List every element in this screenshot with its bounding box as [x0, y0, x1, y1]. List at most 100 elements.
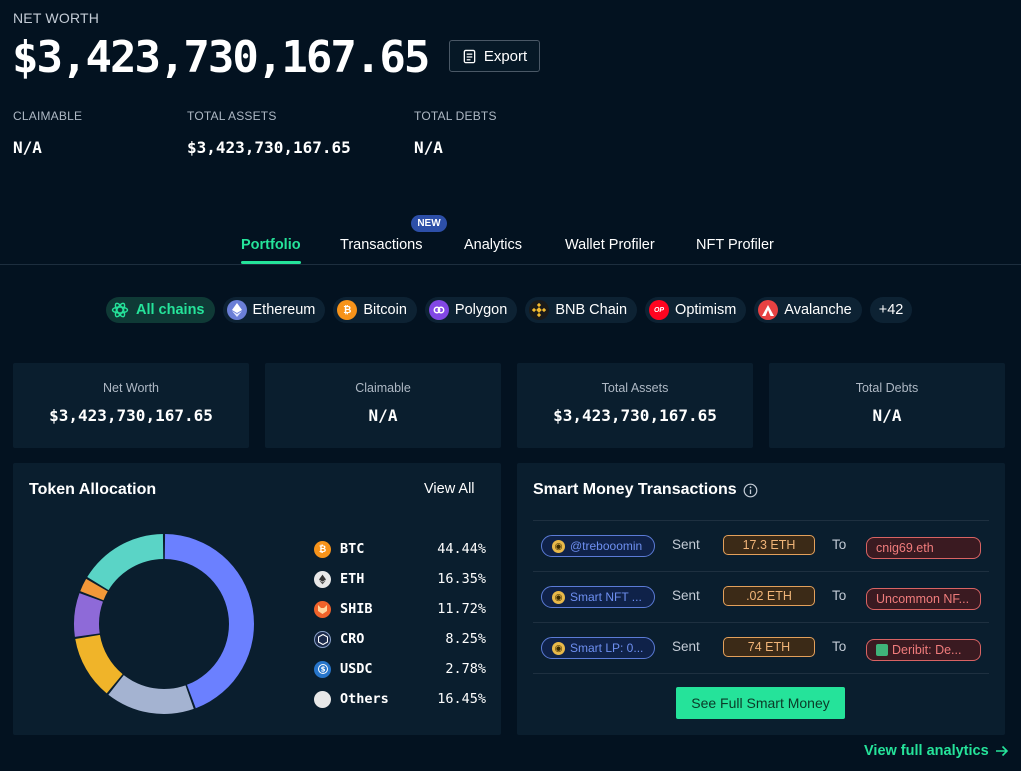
token-symbol: USDC — [340, 661, 373, 677]
donut-slice-btc[interactable] — [164, 534, 254, 709]
token-allocation-panel: Token Allocation View All ₿ BTC 44.44% E… — [13, 463, 501, 735]
summary-value: $3,423,730,167.65 — [49, 406, 213, 425]
chain-label: Polygon — [454, 302, 508, 318]
claimable-stat: CLAIMABLE N/A — [13, 109, 82, 157]
recipient-tag[interactable]: Deribit: De... — [866, 639, 981, 661]
sent-label: Sent — [672, 588, 700, 603]
chain-ethereum[interactable]: Ethereum — [222, 297, 326, 323]
smart-money-row[interactable]: ◉ Smart LP: 0... Sent 74 ETH To Deribit: … — [541, 637, 981, 661]
chain-optimism[interactable]: OP Optimism — [645, 297, 747, 323]
token-row: ETH 16.35% — [314, 569, 486, 589]
sent-label: Sent — [672, 537, 700, 552]
net-worth-label: NET WORTH — [13, 10, 100, 26]
chain-polygon[interactable]: Polygon — [424, 297, 518, 323]
token-row: ₿ BTC 44.44% — [314, 539, 486, 559]
total-assets-label: TOTAL ASSETS — [187, 109, 277, 123]
see-full-smart-money-button[interactable]: See Full Smart Money — [676, 687, 845, 719]
smart-money-row[interactable]: ◉ Smart NFT ... Sent .02 ETH To Uncommon … — [541, 586, 981, 610]
token-row: CRO 8.25% — [314, 629, 486, 649]
others-icon — [314, 690, 331, 708]
tab-transactions[interactable]: Transactions — [340, 237, 423, 253]
summary-value: $3,423,730,167.65 — [553, 406, 717, 425]
summary-value: N/A — [872, 406, 902, 425]
tab-portfolio[interactable]: Portfolio — [241, 237, 301, 253]
chain-more[interactable]: +42 — [869, 297, 913, 323]
amount-tag: 17.3 ETH — [723, 535, 815, 555]
view-full-analytics-link[interactable]: View full analytics — [864, 743, 1009, 759]
view-full-analytics-label: View full analytics — [864, 743, 989, 759]
to-label: To — [832, 537, 847, 552]
token-symbol: SHIB — [340, 601, 373, 617]
token-row: $ USDC 2.78% — [314, 659, 486, 679]
export-label: Export — [483, 47, 528, 65]
donut-slice-cro[interactable] — [74, 593, 103, 637]
donut-slice-shib[interactable] — [75, 634, 123, 694]
amount-tag: 74 ETH — [723, 637, 815, 657]
recipient-tag[interactable]: Uncommon NF... — [866, 588, 981, 610]
summary-card-claimable: Claimable N/A — [265, 363, 501, 448]
token-percent: 16.45% — [437, 691, 486, 707]
recipient-name: Deribit: De... — [892, 643, 962, 657]
usdc-icon: $ — [314, 660, 331, 678]
tabs-divider — [0, 264, 1021, 265]
net-worth-value: $3,423,730,167.65 — [12, 32, 430, 83]
smart-money-icon: ◉ — [552, 641, 565, 655]
smart-money-row[interactable]: ◉ @trebooomin Sent 17.3 ETH To cnig69.eth — [541, 535, 981, 559]
chain-all-chains[interactable]: All chains — [106, 297, 215, 323]
chain-bnb[interactable]: BNB Chain — [525, 297, 638, 323]
to-label: To — [832, 639, 847, 654]
sender-tag[interactable]: ◉ @trebooomin — [541, 535, 655, 557]
info-icon[interactable] — [743, 483, 758, 498]
recipient-name: Uncommon NF... — [876, 592, 970, 606]
to-label: To — [832, 588, 847, 603]
shib-icon — [314, 600, 331, 618]
row-divider — [533, 673, 989, 674]
sent-label: Sent — [672, 639, 700, 654]
summary-card-total-debts: Total Debts N/A — [769, 363, 1005, 448]
sender-name: @trebooomin — [570, 539, 643, 553]
document-icon — [463, 49, 476, 63]
all-chains-icon — [110, 300, 130, 320]
optimism-icon: OP — [649, 300, 670, 320]
view-all-link[interactable]: View All — [424, 481, 475, 497]
smart-money-header: Smart Money Transactions — [533, 481, 758, 499]
donut-slice-others[interactable] — [87, 534, 164, 591]
token-row: SHIB 11.72% — [314, 599, 486, 619]
sender-tag[interactable]: ◉ Smart LP: 0... — [541, 637, 655, 659]
export-button[interactable]: Export — [449, 40, 540, 72]
row-divider — [533, 520, 989, 521]
token-percent: 2.78% — [445, 661, 486, 677]
total-assets-value: $3,423,730,167.65 — [187, 138, 351, 157]
token-percent: 16.35% — [437, 571, 486, 587]
token-symbol: Others — [340, 691, 389, 707]
svg-text:$: $ — [320, 666, 325, 674]
chain-avalanche[interactable]: Avalanche — [754, 297, 862, 323]
smart-money-title: Smart Money Transactions — [533, 481, 737, 498]
tab-nft-profiler[interactable]: NFT Profiler — [696, 237, 774, 253]
active-tab-indicator — [241, 261, 301, 264]
tab-analytics[interactable]: Analytics — [464, 237, 523, 253]
donut-slice-eth[interactable] — [108, 675, 194, 714]
donut-slice-usdc[interactable] — [80, 578, 108, 601]
chain-more-label: +42 — [878, 302, 904, 318]
new-badge: NEW — [411, 215, 447, 232]
claimable-label: CLAIMABLE — [13, 109, 83, 123]
chain-bitcoin[interactable]: ₿ Bitcoin — [333, 297, 417, 323]
cro-icon — [314, 630, 331, 648]
smart-money-icon: ◉ — [552, 539, 565, 553]
chain-label: Bitcoin — [363, 302, 407, 318]
token-percent: 8.25% — [445, 631, 486, 647]
sender-tag[interactable]: ◉ Smart NFT ... — [541, 586, 655, 608]
chain-label: Ethereum — [252, 302, 316, 318]
summary-label: Total Assets — [601, 381, 669, 395]
tab-wallet-profiler[interactable]: Wallet Profiler — [565, 237, 655, 253]
summary-label: Total Debts — [855, 381, 919, 395]
amount-tag: .02 ETH — [723, 586, 815, 606]
avalanche-icon — [758, 300, 779, 320]
bitcoin-icon: ₿ — [314, 540, 331, 558]
row-divider — [533, 622, 989, 623]
summary-value: N/A — [368, 406, 398, 425]
recipient-tag[interactable]: cnig69.eth — [866, 537, 981, 559]
recipient-name: cnig69.eth — [876, 541, 934, 555]
sender-name: Smart NFT ... — [570, 590, 642, 604]
